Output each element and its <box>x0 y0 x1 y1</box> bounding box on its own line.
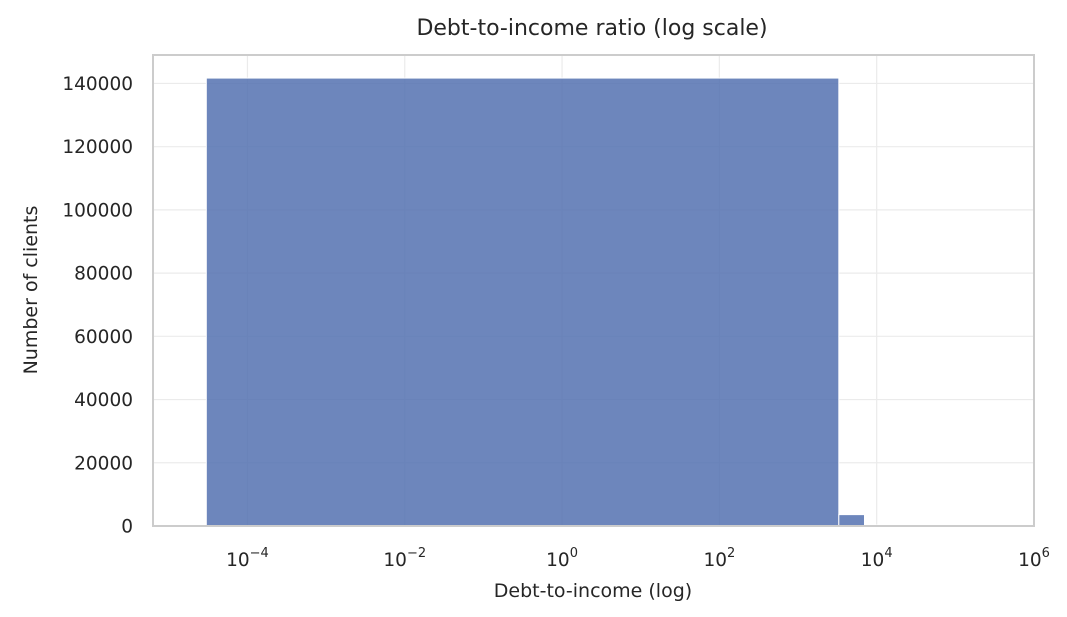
y-tick-label: 20000 <box>74 453 133 474</box>
y-tick-label: 60000 <box>74 327 133 348</box>
x-tick-label: 10−4 <box>226 546 269 571</box>
x-tick-base: 10 <box>383 550 407 571</box>
x-tick-exponent: 0 <box>570 546 578 561</box>
x-axis-label: Debt-to-income (log) <box>494 580 692 602</box>
y-axis-label: Number of clients <box>20 206 42 375</box>
x-tick-label: 100 <box>546 546 578 571</box>
x-tick-base: 10 <box>226 550 250 571</box>
histogram-bar <box>205 77 840 527</box>
y-tick-label: 100000 <box>62 200 133 221</box>
x-tick-exponent: 6 <box>1042 546 1050 561</box>
x-tick-exponent: 4 <box>884 546 892 561</box>
x-tick-label: 106 <box>1018 546 1050 571</box>
x-tick-base: 10 <box>861 550 885 571</box>
x-tick-exponent: −4 <box>250 546 269 561</box>
chart-title: Debt-to-income ratio (log scale) <box>416 16 767 41</box>
x-tick-base: 10 <box>546 550 570 571</box>
y-axis-ticks: 0 20000 40000 60000 80000 100000 120000 140000 <box>62 74 133 538</box>
x-tick-label: 104 <box>861 546 893 571</box>
x-tick-label: 102 <box>703 546 735 571</box>
x-tick-base: 10 <box>1018 550 1042 571</box>
y-tick-label: 0 <box>121 517 133 538</box>
y-tick-label: 80000 <box>74 264 133 285</box>
x-tick-exponent: −2 <box>407 546 426 561</box>
x-tick-label: 10−2 <box>383 546 426 571</box>
x-tick-exponent: 2 <box>727 546 735 561</box>
y-tick-label: 140000 <box>62 74 133 95</box>
plot-frame <box>152 54 1035 527</box>
x-tick-base: 10 <box>703 550 727 571</box>
x-axis-ticks: 10−4 10−2 100 102 104 106 <box>226 546 1050 571</box>
y-tick-label: 40000 <box>74 390 133 411</box>
y-tick-label: 120000 <box>62 137 133 158</box>
histogram-bars <box>205 77 1009 527</box>
histogram-bar <box>838 514 866 527</box>
